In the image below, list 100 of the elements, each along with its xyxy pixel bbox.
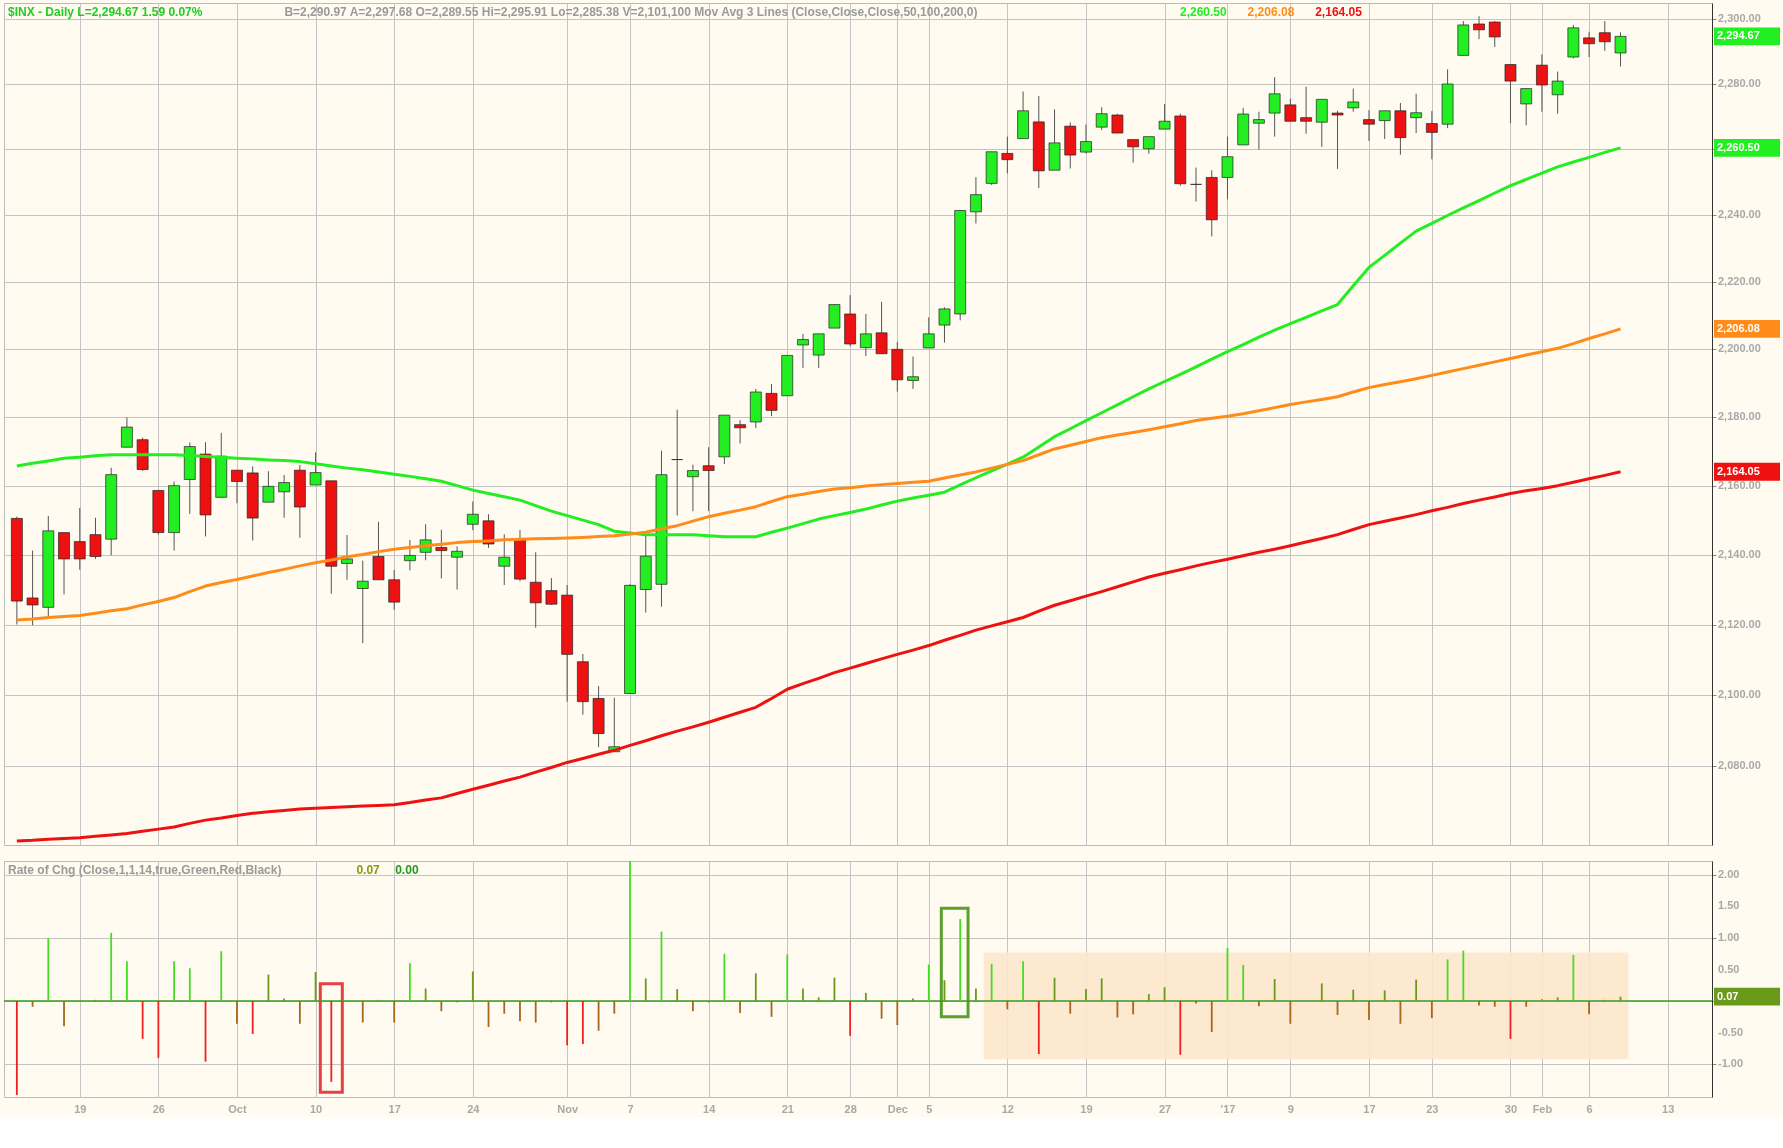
- x-tick-label: 26: [152, 1102, 165, 1115]
- y-tick-label: 1.00: [1718, 930, 1740, 943]
- candlestick: [278, 474, 290, 519]
- x-tick-label: Oct: [228, 1102, 247, 1115]
- y-tick-label: 2,080.00: [1718, 759, 1761, 772]
- candlestick: [1520, 88, 1533, 126]
- y-tick-label: 1.50: [1718, 899, 1740, 912]
- x-tick-label: 7: [627, 1102, 634, 1115]
- x-tick-label: 19: [74, 1102, 87, 1115]
- candlestick: [529, 551, 542, 629]
- x-tick-label: 17: [1363, 1102, 1376, 1115]
- y-tick-label: 2,140.00: [1718, 547, 1761, 560]
- x-tick-label: 23: [1426, 1102, 1439, 1115]
- x-tick-label: 9: [1287, 1102, 1294, 1115]
- chart-title: $INX - Daily L=2,294.67 1.59 0.07%: [8, 5, 203, 19]
- x-tick-label: 30: [1504, 1102, 1518, 1115]
- candlestick: [121, 417, 133, 448]
- x-tick-label: 6: [1586, 1102, 1593, 1115]
- candlestick: [1598, 20, 1611, 52]
- y-tick-label: 2,100.00: [1718, 687, 1761, 700]
- candlestick: [1315, 98, 1328, 148]
- candlestick: [1363, 109, 1375, 142]
- candlestick: [1158, 103, 1171, 130]
- y-tick-label: 0.50: [1718, 962, 1740, 975]
- candlestick: [1300, 86, 1312, 135]
- candlestick: [451, 545, 463, 591]
- candlestick: [388, 569, 401, 611]
- candlestick: [671, 409, 684, 517]
- x-tick-label: 24: [467, 1102, 481, 1115]
- candlestick: [1488, 20, 1501, 48]
- candlestick: [498, 533, 511, 586]
- candlestick: [26, 550, 39, 626]
- candlestick: [1190, 167, 1202, 203]
- candlestick: [73, 507, 86, 571]
- y-tick-label: 2,240.00: [1718, 208, 1761, 221]
- y-tick-label: 2,180.00: [1718, 410, 1761, 423]
- candlestick: [1426, 110, 1438, 160]
- candlestick: [687, 464, 699, 512]
- y-tick-label: 2,220.00: [1718, 275, 1761, 288]
- y-tick-label: 2.00: [1718, 867, 1740, 880]
- candlestick: [231, 469, 243, 504]
- y-tick-label: 2,120.00: [1718, 617, 1761, 630]
- text: 0.07: [1717, 989, 1739, 1002]
- x-tick-label: '17: [1220, 1102, 1236, 1115]
- candlestick: [1378, 110, 1391, 140]
- chart-subtitle: B=2,290.97 A=2,297.68 O=2,289.55 Hi=2,295.91 Lo=2,285.38 V=2,101,100 Mov Avg 3 Lines (Close,Close,Close,50,100,200,0): [284, 5, 978, 19]
- text: 2,260.50: [1717, 140, 1760, 153]
- candlestick: [356, 560, 369, 644]
- candlestick: [1001, 136, 1014, 174]
- candlestick: [1504, 63, 1517, 124]
- candlestick: [765, 383, 778, 417]
- line-series: [15, 470, 1623, 843]
- x-tick-label: Feb: [1532, 1102, 1553, 1115]
- candlestick: [812, 333, 825, 369]
- x-tick-label: 17: [388, 1102, 401, 1115]
- candlestick: [1253, 111, 1265, 150]
- candlestick: [860, 313, 872, 357]
- candlestick: [797, 333, 809, 369]
- x-tick-label: 12: [1001, 1102, 1014, 1115]
- annotation: 2,206.08: [1247, 5, 1295, 19]
- x-tick-label: 14: [703, 1102, 717, 1115]
- candlestick: [1331, 110, 1344, 170]
- x-tick-label: Dec: [887, 1102, 908, 1115]
- x-tick-label: 21: [781, 1102, 794, 1115]
- candlestick: [1410, 93, 1422, 134]
- x-tick-label: 10: [309, 1102, 323, 1115]
- candlestick: [1127, 139, 1139, 164]
- candlestick: [1080, 124, 1092, 154]
- x-tick-label: 28: [844, 1102, 857, 1115]
- candlestick: [970, 176, 982, 224]
- x-tick-label: Nov: [557, 1102, 579, 1115]
- y-tick-label: 2,300.00: [1718, 12, 1761, 25]
- candlestick: [702, 446, 715, 512]
- y-tick-label: 2,200.00: [1718, 342, 1761, 355]
- candlestick: [309, 451, 322, 486]
- y-tick-label: 2,280.00: [1718, 77, 1761, 90]
- candlestick: [875, 301, 888, 355]
- candlestick: [1551, 71, 1564, 115]
- y-tick-label: -0.50: [1718, 1025, 1744, 1038]
- candlestick: [1268, 76, 1281, 138]
- candlestick: [938, 306, 951, 344]
- text: 2,206.08: [1717, 321, 1760, 334]
- candlestick: [1614, 31, 1627, 67]
- annotation: 0.00: [395, 863, 419, 877]
- candlestick: [1536, 53, 1548, 113]
- candlestick: [466, 500, 479, 531]
- annotation: 0.07: [356, 863, 381, 877]
- candlestick: [262, 470, 275, 503]
- text: 2,294.67: [1717, 29, 1760, 42]
- candlestick: [89, 517, 102, 560]
- x-tick-label: 19: [1080, 1102, 1093, 1115]
- candlestick: [1221, 136, 1234, 200]
- candlestick: [1284, 98, 1297, 122]
- candlestick: [828, 304, 841, 329]
- candlestick: [404, 539, 416, 571]
- candlestick: [1095, 106, 1108, 131]
- annotation: 2,164.05: [1315, 5, 1363, 19]
- candlestick: [1583, 31, 1595, 58]
- y-tick-label: -1.00: [1718, 1057, 1744, 1070]
- annotation: 2,260.50: [1180, 5, 1228, 19]
